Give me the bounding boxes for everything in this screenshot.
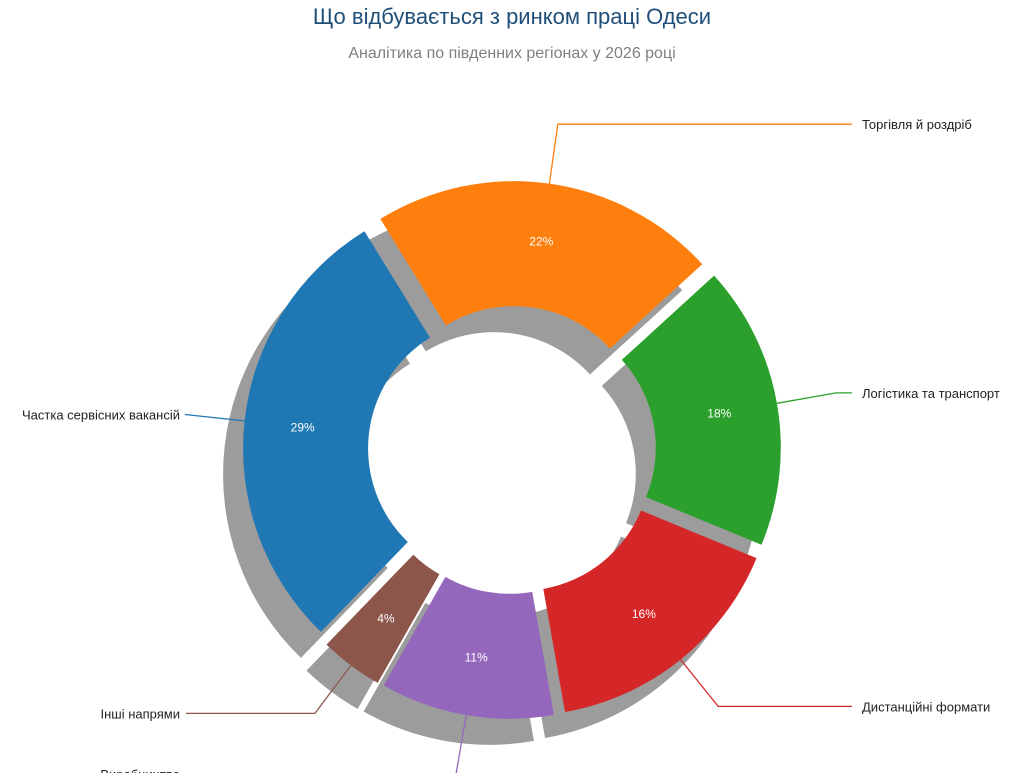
slice-percent-label: 11% <box>465 650 488 664</box>
leader-line <box>455 714 467 773</box>
pie-slice-5 <box>326 554 440 683</box>
slice-layer <box>243 181 781 719</box>
leader-line <box>184 413 245 422</box>
pie-slice-1 <box>380 181 703 349</box>
slice-category-label-дистанційні-формати: Дистанційні формати <box>862 699 990 714</box>
chart-subtitle: Аналітика по південних регіонах у 2026 р… <box>348 45 676 62</box>
slice-category-label-логістика-та-транспорт: Логістика та транспорт <box>862 386 1000 401</box>
slice-percent-label: 22% <box>529 235 553 249</box>
pie-slice-3 <box>543 510 757 713</box>
slice-percent-label: 29% <box>291 420 315 434</box>
pie-slice-0 <box>243 231 430 632</box>
slice-percent-label: 4% <box>377 612 395 626</box>
slice-category-label-інші-напрями: Інші напрями <box>101 706 181 721</box>
slice-category-label-торгівля-й-роздріб: Торгівля й роздріб <box>862 117 972 132</box>
pie-slice-2 <box>621 275 781 545</box>
slice-category-label-частка-сервісних-вакансій: Частка сервісних вакансій <box>22 408 180 423</box>
slice-percent-label: 18% <box>707 406 731 420</box>
slice-percent-label: 16% <box>632 607 656 621</box>
leader-line <box>548 123 852 184</box>
leader-line <box>680 659 852 708</box>
label-layer: 29% Частка сервісних вакансій 22% Торгівля … <box>22 117 1000 773</box>
leader-line <box>776 392 852 404</box>
slice-category-label-виробництво: Виробництво <box>100 767 180 773</box>
leader-line <box>186 665 352 715</box>
pie-slice-4 <box>383 576 554 719</box>
chart-title: Що відбувається з ринком праці Одеси <box>312 4 712 29</box>
